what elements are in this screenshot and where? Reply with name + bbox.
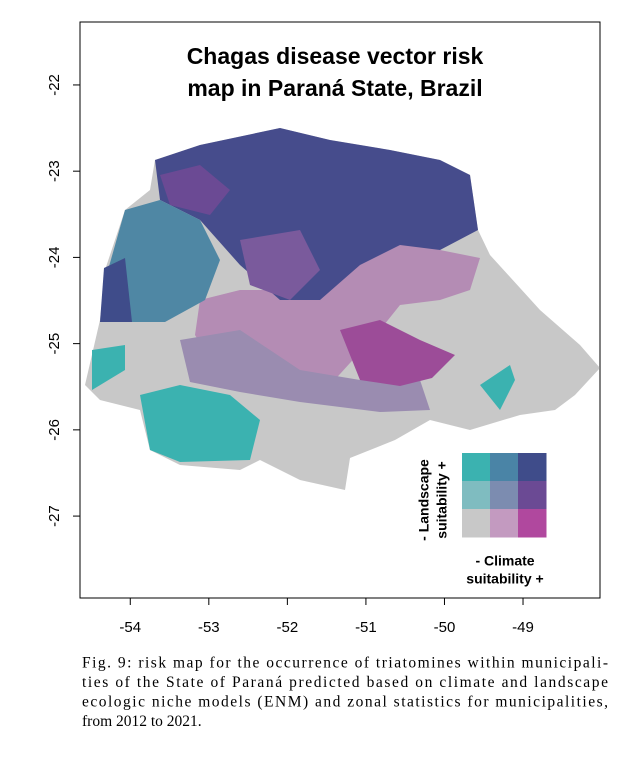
region xyxy=(160,165,230,215)
legend-swatch xyxy=(518,453,547,482)
legend-swatch xyxy=(462,453,491,482)
x-tick-label: -51 xyxy=(355,619,377,636)
region xyxy=(140,385,260,462)
y-tick-label: -26 xyxy=(46,419,63,441)
region xyxy=(108,200,220,322)
caption: Fig. 9: risk map for the occurrence of t… xyxy=(82,655,608,731)
caption-line: Fig. 9: risk map for the occurrence of t… xyxy=(82,655,608,672)
legend-label: suitability + xyxy=(466,571,543,587)
legend-swatch xyxy=(462,481,491,510)
title: Chagas disease vector risk xyxy=(187,43,484,69)
legend-swatch xyxy=(518,481,547,510)
legend-swatch xyxy=(518,509,547,538)
x-tick-label: -53 xyxy=(198,619,220,636)
caption-line: ties of the State of Paraná predicted ba… xyxy=(82,674,608,691)
region xyxy=(100,258,132,322)
legend-label: - Landscape xyxy=(416,459,432,541)
y-tick-label: -27 xyxy=(46,505,63,527)
legend-y-label: - Landscape suitability + xyxy=(416,459,450,541)
y-tick-label: -22 xyxy=(46,74,63,96)
region xyxy=(240,230,320,300)
x-tick-label: -50 xyxy=(434,619,456,636)
axes: -54 -53 -52 -51 -50 -49 -22 -23 -24 -25 -26 -27 xyxy=(46,74,534,636)
caption-line: ecologic niche models (ENM) and zonal st… xyxy=(82,694,608,711)
region xyxy=(155,128,478,300)
x-tick-label: -54 xyxy=(119,619,141,636)
y-tick-label: -23 xyxy=(46,160,63,182)
legend-label: - Climate xyxy=(475,553,534,569)
legend-swatch xyxy=(462,509,491,538)
x-tick-label: -52 xyxy=(277,619,299,636)
map xyxy=(85,128,600,490)
legend xyxy=(462,453,547,538)
region xyxy=(480,365,515,410)
legend-swatch xyxy=(490,481,519,510)
region xyxy=(180,330,430,412)
caption-line: from 2012 to 2021. xyxy=(82,713,202,730)
title: map in Paraná State, Brazil xyxy=(187,75,482,101)
region xyxy=(92,345,125,390)
legend-swatch xyxy=(490,509,519,538)
y-tick-label: -25 xyxy=(46,333,63,355)
region xyxy=(340,320,455,386)
legend-label: suitability + xyxy=(434,461,450,538)
legend-swatch xyxy=(490,453,519,482)
x-tick-label: -49 xyxy=(512,619,534,636)
y-tick-label: -24 xyxy=(46,247,63,269)
